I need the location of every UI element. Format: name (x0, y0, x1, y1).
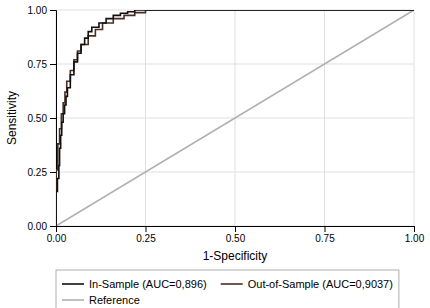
x-tick-mark (146, 226, 147, 232)
legend-label: Out-of-Sample (AUC=0,9037) (248, 278, 393, 290)
y-axis-title: Sensitivity (5, 91, 19, 145)
y-tick-mark (50, 64, 56, 65)
y-tick: 1.00 (28, 5, 56, 16)
x-tick-mark (235, 226, 236, 232)
x-tick: 0.00 (47, 226, 67, 244)
y-tick: 0.75 (28, 59, 56, 70)
legend-box (56, 270, 399, 308)
y-tick-label: 0.50 (28, 113, 48, 124)
x-tick: 0.50 (226, 226, 246, 244)
y-axis-line (50, 11, 57, 227)
x-tick-label: 1.00 (405, 233, 425, 244)
x-tick: 0.25 (136, 226, 156, 244)
chart: 0.00 0.25 0.50 0.75 1.00 0.00 0.25 0.50 0.75 1.00… (0, 0, 430, 308)
series-line (56, 10, 414, 226)
legend-items: In-Sample (AUC=0,896) Out-of-Sample (AUC=… (62, 278, 393, 306)
grid (56, 10, 414, 226)
legend-item: Out-of-Sample (AUC=0,9037) (221, 278, 393, 290)
y-tick-label: 0.25 (28, 167, 48, 178)
grid-line-y (56, 64, 414, 65)
legend-swatch (62, 283, 84, 285)
x-tick-label: 0.00 (47, 233, 67, 244)
x-tick-mark (414, 226, 415, 232)
y-axis: 0.00 0.25 0.50 0.75 1.00 (28, 5, 57, 232)
x-tick-label: 0.75 (315, 233, 335, 244)
y-tick-mark (50, 226, 56, 227)
plot: 0.00 0.25 0.50 0.75 1.00 0.00 0.25 0.50 0.75 1.00 (28, 5, 425, 244)
y-tick: 0.00 (28, 221, 56, 232)
x-tick: 1.00 (405, 226, 425, 244)
series-line (56, 10, 414, 226)
x-axis-line (57, 227, 415, 233)
y-tick-label: 0.75 (28, 59, 48, 70)
x-tick: 0.75 (315, 226, 335, 244)
y-tick-mark (50, 172, 56, 173)
y-tick-label: 0.00 (28, 221, 48, 232)
lines (56, 10, 414, 226)
x-tick-label: 0.25 (136, 233, 156, 244)
grid-line-y (56, 172, 414, 173)
series-line (56, 10, 414, 226)
legend-swatch (62, 299, 84, 301)
y-tick-mark (50, 118, 56, 119)
x-axis: 0.00 0.25 0.50 0.75 1.00 (47, 226, 425, 244)
legend: In-Sample (AUC=0,896) Out-of-Sample (AUC=… (56, 270, 399, 308)
x-tick-label: 0.50 (226, 233, 246, 244)
legend-swatch (221, 283, 243, 285)
y-tick-mark (50, 10, 56, 11)
y-tick: 0.50 (28, 113, 56, 124)
legend-label: In-Sample (AUC=0,896) (89, 278, 207, 290)
x-axis-title: 1-Specificity (203, 249, 268, 263)
legend-label: Reference (89, 294, 140, 306)
legend-item: Reference (62, 294, 140, 306)
x-tick-mark (325, 226, 326, 232)
legend-item: In-Sample (AUC=0,896) (62, 278, 207, 290)
y-tick: 0.25 (28, 167, 56, 178)
y-tick-label: 1.00 (28, 5, 48, 16)
